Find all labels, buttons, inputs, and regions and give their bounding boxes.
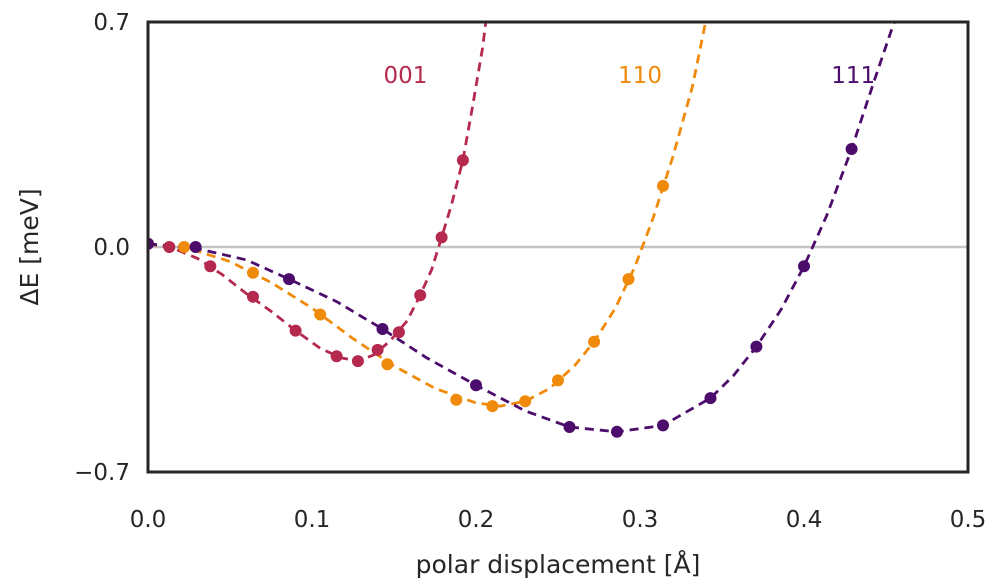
x-axis-label: polar displacement [Å] [416, 550, 701, 579]
data-point-111-3 [376, 323, 389, 335]
data-point-001-7 [371, 343, 384, 356]
y-tick-label: 0.0 [93, 235, 130, 261]
y-tick-label: 0.7 [93, 10, 130, 36]
x-tick-label: 0.5 [950, 507, 987, 533]
series-labels-layer: 001 110 111 [384, 63, 876, 89]
data-point-111-11 [845, 143, 858, 155]
plot-frame [146, 20, 970, 474]
data-point-110-7 [519, 395, 532, 408]
data-point-001-8 [392, 326, 405, 339]
data-point-111-10 [798, 260, 810, 273]
x-tick-label: 0.3 [622, 507, 659, 533]
x-tick-label: 0.1 [294, 507, 331, 533]
data-point-001-3 [247, 290, 259, 303]
series-curve-110 [148, 22, 707, 408]
y-axis-label: ΔE [meV] [15, 188, 44, 305]
y-tick-labels: −0.7 0.0 0.7 [74, 10, 130, 486]
data-point-001-4 [289, 324, 302, 337]
data-point-111-6 [611, 425, 623, 438]
data-point-111-7 [657, 419, 669, 432]
data-point-111-9 [750, 340, 763, 353]
data-point-110-10 [622, 273, 635, 286]
data-point-110-8 [552, 374, 564, 387]
points-layer [148, 143, 858, 438]
data-point-110-11 [657, 179, 669, 192]
x-tick-label: 0.0 [130, 507, 167, 533]
data-point-111-4 [470, 379, 482, 392]
data-point-001-2 [204, 260, 217, 273]
data-point-001-6 [351, 355, 364, 368]
data-point-110-1 [178, 241, 191, 253]
data-point-110-6 [486, 400, 499, 413]
data-point-110-3 [314, 308, 327, 321]
data-point-001-10 [435, 231, 448, 244]
y-tick-label: −0.7 [74, 460, 130, 486]
data-point-111-2 [283, 273, 295, 286]
data-point-111-8 [704, 392, 717, 405]
data-point-110-2 [247, 266, 259, 279]
data-point-111-1 [189, 241, 202, 253]
data-point-110-5 [450, 393, 463, 406]
data-point-110-4 [381, 358, 394, 371]
x-tick-label: 0.4 [786, 507, 823, 533]
x-tick-labels: 0.0 0.1 0.2 0.3 0.4 0.5 [130, 507, 987, 533]
data-point-110-9 [588, 335, 601, 348]
series-label-001: 001 [384, 63, 428, 89]
data-point-001-1 [163, 241, 176, 253]
data-point-001-9 [414, 289, 427, 302]
series-label-111: 111 [831, 63, 875, 89]
x-tick-label: 0.2 [458, 507, 495, 533]
data-point-001-11 [456, 154, 469, 167]
series-label-110: 110 [618, 63, 662, 89]
data-point-111-5 [563, 421, 576, 433]
data-point-001-5 [330, 350, 343, 363]
